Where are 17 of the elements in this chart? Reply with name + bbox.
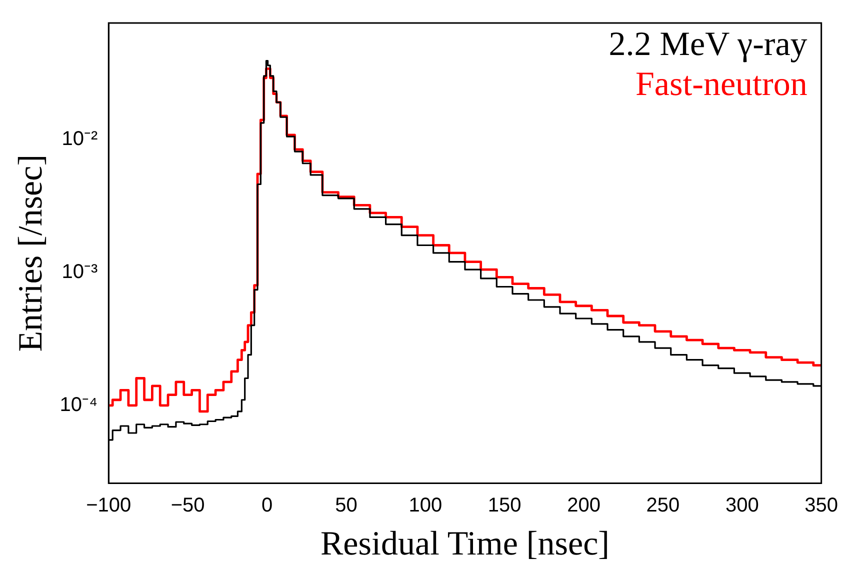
text: Fast-neutron (635, 66, 808, 103)
y-axis-title: Entries [/nsec] (12, 154, 50, 352)
x-tick-label: 350 (804, 494, 838, 517)
x-tick-label: 300 (725, 494, 759, 517)
x-axis-title: Residual Time [nsec] (320, 526, 610, 563)
y-tick-label: 10⁻³ (62, 260, 98, 283)
x-tick-label: 150 (488, 494, 522, 517)
text: 2.2 MeV γ-ray (608, 26, 808, 63)
x-tick-label: 0 (261, 494, 273, 517)
x-tick-label: 100 (408, 494, 442, 517)
x-tick-label: −100 (86, 494, 132, 517)
x-tick-label: −50 (170, 494, 205, 517)
y-tick-label: 10⁻⁴ (60, 394, 98, 416)
x-tick-label: 250 (646, 494, 680, 517)
x-tick-label: 50 (335, 494, 358, 517)
y-tick-label: 10⁻² (62, 128, 98, 150)
x-tick-label: 200 (567, 494, 600, 517)
